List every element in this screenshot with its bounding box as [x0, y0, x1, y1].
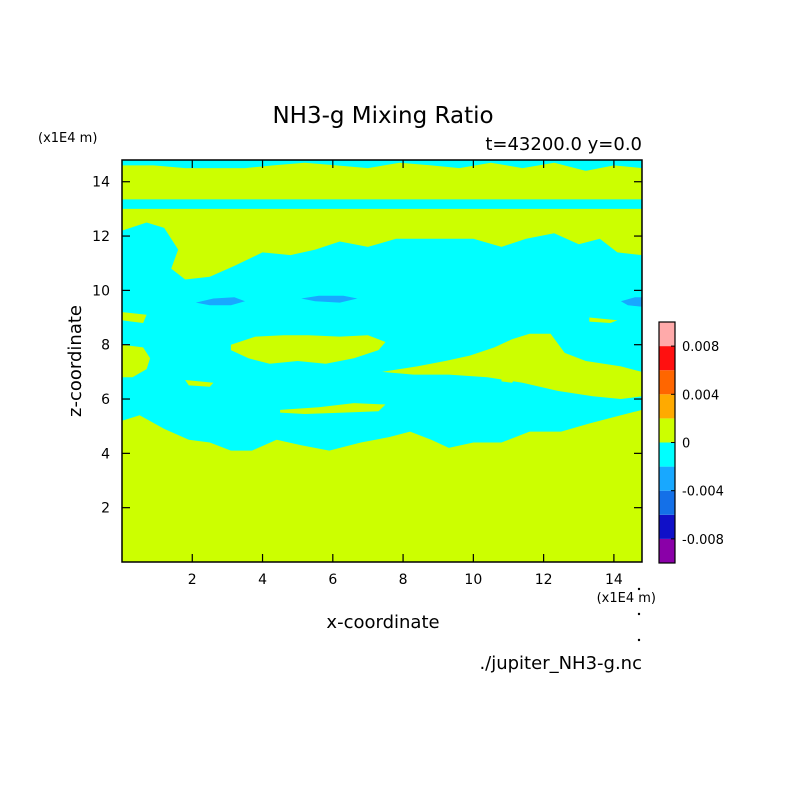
colorbar-swatch — [659, 466, 675, 491]
y-tick-label: 10 — [92, 283, 110, 299]
contour-region-10 — [589, 317, 618, 323]
colorbar-swatch — [659, 394, 675, 419]
y-tick-label: 12 — [92, 229, 110, 245]
colorbar-swatch — [659, 442, 675, 467]
colorbar-tick-label: -0.008 — [682, 533, 724, 548]
colorbar-tick-label: -0.004 — [682, 485, 724, 500]
footer-filename: ./jupiter_NH3-g.nc — [479, 653, 642, 674]
contour-region-13 — [301, 295, 358, 303]
x-tick-label: 12 — [535, 572, 553, 588]
colorbar-swatch — [659, 346, 675, 371]
contour-region-14 — [620, 297, 642, 307]
colorbar-swatch — [659, 370, 675, 395]
y-axis-ticks: 2 4 6 8 10 12 14 — [92, 175, 642, 517]
x-axis-ticks: 2 4 6 8 10 12 14 — [188, 160, 623, 588]
contour-region-9 — [280, 403, 386, 414]
contour-region-4 — [230, 335, 386, 364]
y-tick-label: 8 — [101, 338, 110, 354]
colorbar-swatch — [659, 538, 675, 563]
chart-subtitle: t=43200.0 y=0.0 — [485, 134, 642, 155]
contour-region-5 — [382, 333, 642, 399]
contour-region-1 — [122, 199, 642, 209]
colorbar-tick-label: 0 — [682, 437, 690, 452]
y-tick-label: 2 — [101, 501, 110, 517]
contour-region-8 — [185, 380, 214, 387]
contour-region-3 — [122, 170, 642, 181]
plot-area — [121, 159, 643, 563]
colorbar-swatch — [659, 490, 675, 515]
y-unit-label: (x1E4 m) — [38, 131, 97, 146]
contour-region-11 — [501, 374, 519, 383]
x-tick-label: 8 — [399, 572, 408, 588]
y-tick-label: 4 — [101, 446, 110, 462]
x-tick-label: 2 — [188, 572, 197, 588]
contour-region-12 — [195, 297, 245, 306]
marker-dots — [637, 587, 641, 642]
contour-region-6 — [122, 344, 151, 378]
y-axis-label: z-coordinate — [65, 305, 86, 417]
colorbar-swatch — [659, 418, 675, 443]
chart-title: NH3-g Mixing Ratio — [272, 103, 493, 129]
colorbar-swatch — [659, 514, 675, 539]
contour-region-0 — [122, 222, 642, 451]
plot-frame — [121, 159, 643, 563]
y-tick-label: 6 — [101, 392, 110, 408]
colorbar: 0.008 0.004 0 -0.004 -0.008 — [658, 321, 724, 564]
x-unit-label: (x1E4 m) — [597, 591, 656, 606]
x-axis-label: x-coordinate — [326, 612, 439, 633]
colorbar-tick-label: 0.004 — [682, 388, 719, 403]
contour-region-7 — [122, 312, 147, 323]
x-tick-label: 10 — [464, 572, 482, 588]
x-tick-label: 14 — [605, 572, 623, 588]
x-tick-label: 4 — [258, 572, 267, 588]
contour-region-2 — [122, 160, 642, 171]
x-tick-label: 6 — [328, 572, 337, 588]
colorbar-tick-label: 0.008 — [682, 340, 719, 355]
y-tick-label: 14 — [92, 175, 110, 191]
colorbar-swatch — [659, 322, 675, 347]
